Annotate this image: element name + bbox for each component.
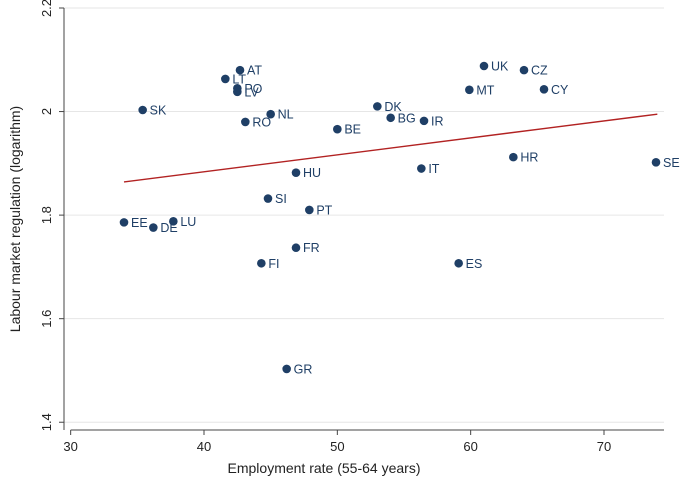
y-tick-label: 1.6 (39, 310, 54, 328)
point-label-lv: LV (244, 85, 259, 99)
data-point-lu (169, 217, 178, 226)
point-label-si: SI (275, 192, 287, 206)
y-tick-label: 1.8 (39, 206, 54, 224)
data-point-fi (257, 258, 266, 268)
point-label-bg: BG (398, 111, 416, 125)
data-point-gr (282, 364, 291, 374)
point-label-lu: LU (180, 215, 196, 229)
point-label-at: AT (247, 64, 262, 78)
data-point-lt (221, 74, 230, 84)
point-label-po: PO (244, 82, 262, 96)
point-label-hu: HU (303, 166, 321, 180)
point-label-sk: SK (150, 104, 167, 118)
point-label-it: IT (428, 162, 439, 176)
data-point-it (417, 164, 426, 173)
point-label-gr: GR (294, 362, 313, 376)
data-point-mt (465, 85, 474, 95)
y-axis-title: Labour market regulation (logarithm) (7, 106, 23, 332)
x-axis-title: Employment rate (55-64 years) (228, 460, 421, 476)
point-label-ro: RO (252, 115, 271, 129)
x-tick-label: 40 (197, 439, 211, 454)
data-point-si (263, 194, 273, 203)
data-point-se (651, 158, 661, 167)
data-point-be (333, 124, 342, 134)
data-point-bg (386, 113, 395, 123)
point-label-be: BE (344, 123, 361, 137)
point-label-uk: UK (491, 59, 509, 73)
x-tick-label: 70 (597, 439, 611, 454)
point-label-es: ES (466, 257, 483, 271)
data-point-pt (305, 205, 314, 215)
data-point-sk (138, 105, 147, 115)
data-point-hu (291, 168, 301, 177)
data-point-cz (519, 65, 529, 75)
x-tick-label: 60 (463, 439, 477, 454)
point-label-ee: EE (131, 216, 148, 230)
point-label-ir: IR (431, 114, 444, 128)
data-point-ee (119, 218, 129, 227)
data-point-lv (233, 87, 242, 97)
point-label-lt: LT (232, 72, 246, 86)
x-tick-label: 30 (63, 439, 77, 454)
point-label-dk: DK (384, 100, 402, 114)
point-label-cz: CZ (531, 64, 548, 78)
y-tick-label: 1.4 (39, 413, 54, 431)
fit-line (123, 113, 658, 183)
data-point-ro (241, 117, 250, 127)
data-point-at (235, 65, 245, 75)
point-label-se: SE (663, 156, 680, 170)
data-point-hr (509, 152, 518, 162)
point-label-fi: FI (268, 257, 279, 271)
y-tick-label: 2.2 (39, 0, 54, 17)
data-point-fr (291, 243, 301, 253)
data-point-dk (373, 102, 382, 111)
data-point-de (149, 223, 158, 232)
y-tick-label: 2 (39, 108, 54, 115)
x-tick-label: 50 (330, 439, 344, 454)
data-point-uk (479, 61, 489, 71)
point-label-nl: NL (278, 108, 294, 122)
data-point-cy (539, 84, 549, 94)
point-label-fr: FR (303, 241, 320, 255)
point-label-hr: HR (520, 151, 538, 165)
point-label-cy: CY (551, 83, 569, 97)
data-point-ir (419, 116, 429, 126)
data-point-nl (266, 109, 275, 119)
point-label-pt: PT (316, 203, 332, 217)
data-point-es (454, 258, 463, 268)
point-label-mt: MT (476, 83, 494, 97)
